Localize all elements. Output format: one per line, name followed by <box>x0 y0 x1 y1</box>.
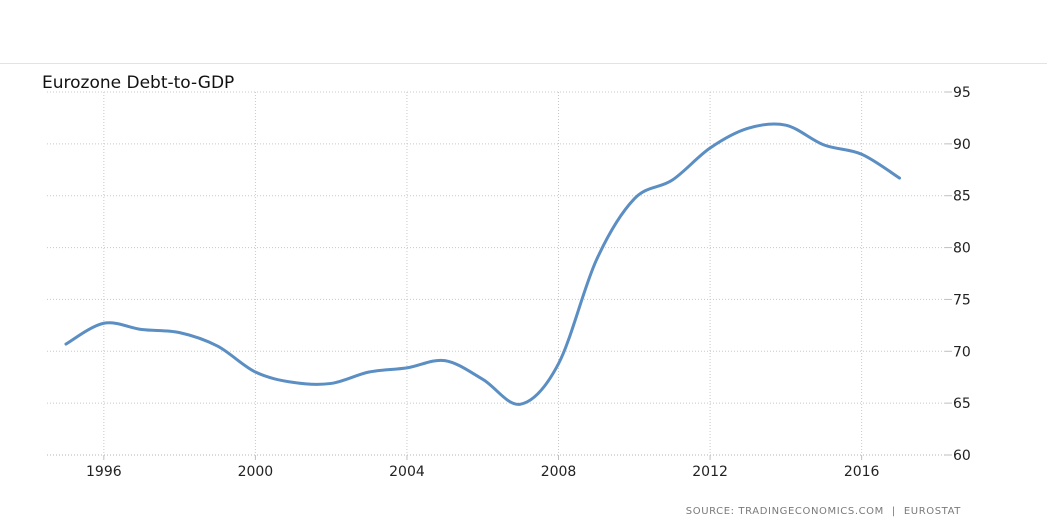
top-divider <box>0 63 1047 64</box>
source-prefix: SOURCE: <box>685 506 735 517</box>
source-provider: EUROSTAT <box>903 506 961 517</box>
y-tick-label: 95 <box>953 85 971 101</box>
y-tick-label: 80 <box>953 241 971 257</box>
x-tick-label: 2016 <box>844 464 880 480</box>
y-tick-label: 60 <box>953 448 971 464</box>
source-credit: SOURCE: TRADINGECONOMICS.COM | EUROSTAT <box>686 506 961 517</box>
x-axis-ticks: 1996 2000 2004 2008 2012 2016 <box>86 464 880 480</box>
y-tick-label: 65 <box>953 396 971 412</box>
x-tick-label: 2000 <box>238 464 274 480</box>
y-tick-label: 75 <box>953 292 971 308</box>
axis-lines <box>47 91 952 460</box>
series-layer <box>64 122 902 406</box>
y-axis-ticks: 60 65 70 75 80 85 90 95 <box>953 85 971 464</box>
x-tick-label: 2004 <box>389 464 425 480</box>
grid-lines <box>47 91 945 455</box>
y-tick-label: 90 <box>953 137 971 153</box>
series-line <box>64 122 902 406</box>
source-site: TRADINGECONOMICS.COM <box>738 506 884 517</box>
chart-title: Eurozone Debt-to-GDP <box>42 73 235 93</box>
y-tick-label: 85 <box>953 189 971 205</box>
x-tick-label: 2012 <box>692 464 728 480</box>
source-separator: | <box>891 506 896 517</box>
x-tick-label: 2008 <box>541 464 577 480</box>
x-tick-label: 1996 <box>86 464 122 480</box>
y-tick-label: 70 <box>953 344 971 360</box>
